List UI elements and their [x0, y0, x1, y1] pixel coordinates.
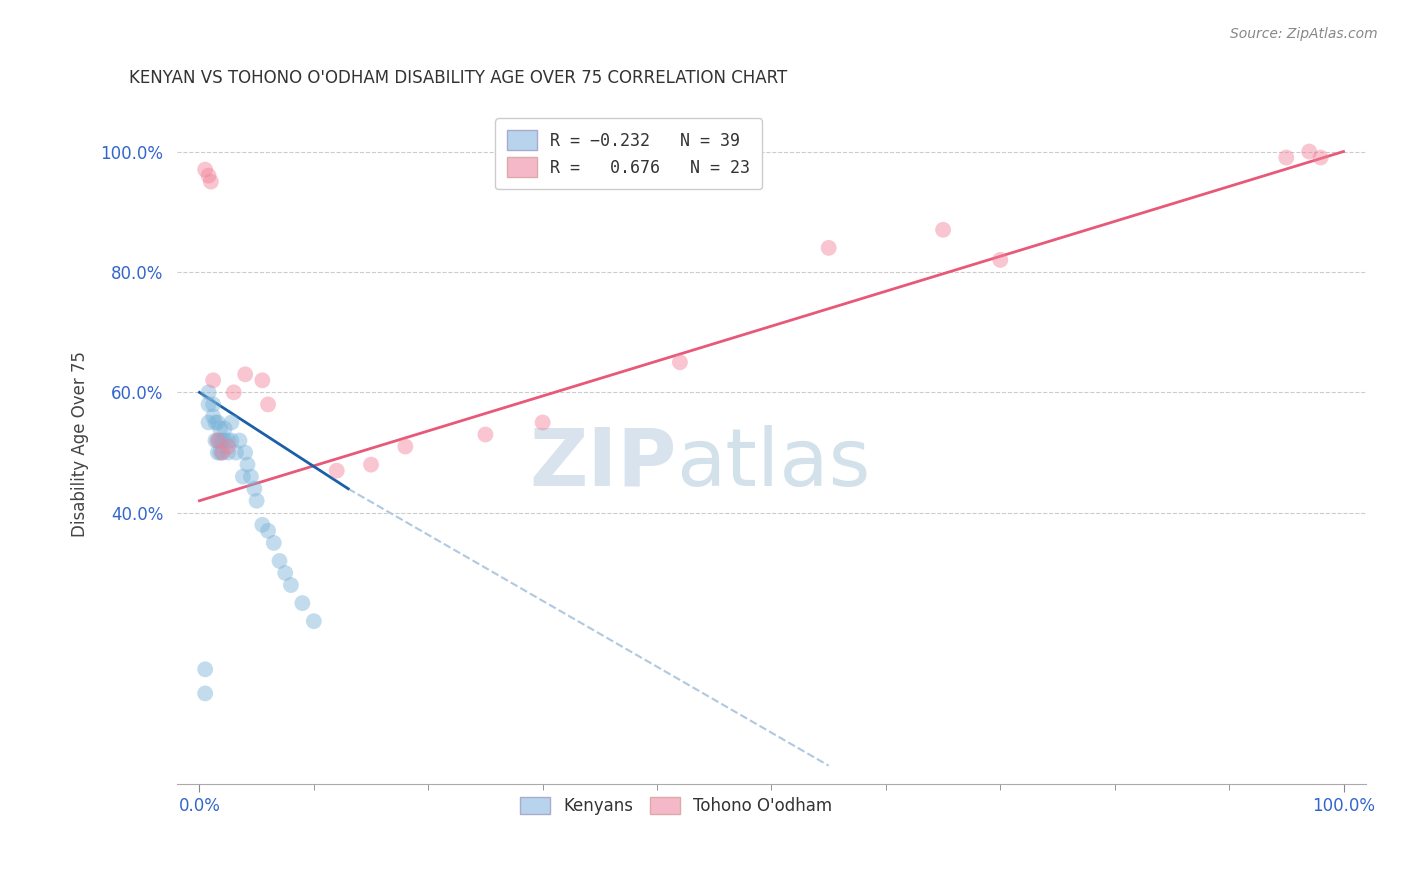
Point: [252, 517, 274, 532]
Point: [817, 241, 839, 255]
Point: [208, 445, 231, 459]
Point: [217, 445, 239, 459]
Point: [257, 397, 280, 411]
Point: [291, 596, 314, 610]
Point: [225, 445, 247, 459]
Point: [208, 434, 231, 448]
Point: [228, 434, 250, 448]
Point: [360, 458, 382, 472]
Point: [194, 162, 217, 177]
Point: [197, 169, 219, 183]
Point: [1275, 151, 1298, 165]
Point: [243, 482, 266, 496]
Point: [274, 566, 297, 580]
Point: [200, 175, 222, 189]
Point: [269, 554, 291, 568]
Text: KENYAN VS TOHONO O'ODHAM DISABILITY AGE OVER 75 CORRELATION CHART: KENYAN VS TOHONO O'ODHAM DISABILITY AGE …: [129, 69, 787, 87]
Point: [217, 434, 239, 448]
Point: [239, 469, 262, 483]
Point: [202, 409, 225, 424]
Point: [197, 385, 219, 400]
Point: [1298, 145, 1320, 159]
Point: [246, 493, 269, 508]
Point: [202, 397, 225, 411]
Point: [211, 445, 233, 459]
Point: [222, 385, 245, 400]
Point: [217, 440, 239, 454]
Point: [221, 416, 243, 430]
Point: [211, 445, 233, 459]
Text: ZIP: ZIP: [529, 425, 676, 503]
Legend: Kenyans, Tohono O'odham: Kenyans, Tohono O'odham: [512, 789, 841, 823]
Point: [669, 355, 692, 369]
Point: [197, 397, 219, 411]
Point: [252, 373, 274, 387]
Point: [204, 434, 226, 448]
Point: [214, 434, 236, 448]
Y-axis label: Disability Age Over 75: Disability Age Over 75: [72, 351, 89, 537]
Point: [207, 445, 229, 459]
Point: [207, 434, 229, 448]
Point: [221, 434, 243, 448]
Point: [204, 416, 226, 430]
Point: [236, 458, 259, 472]
Point: [214, 421, 236, 435]
Text: atlas: atlas: [676, 425, 870, 503]
Point: [233, 368, 256, 382]
Point: [394, 440, 416, 454]
Point: [207, 416, 229, 430]
Point: [197, 416, 219, 430]
Point: [932, 223, 955, 237]
Point: [207, 434, 229, 448]
Point: [1309, 151, 1331, 165]
Point: [302, 614, 325, 628]
Point: [208, 421, 231, 435]
Point: [257, 524, 280, 538]
Point: [280, 578, 302, 592]
Point: [531, 416, 554, 430]
Point: [232, 469, 254, 483]
Point: [194, 662, 217, 676]
Text: Source: ZipAtlas.com: Source: ZipAtlas.com: [1230, 27, 1378, 41]
Point: [194, 686, 217, 700]
Point: [988, 252, 1011, 267]
Point: [263, 536, 285, 550]
Point: [233, 445, 256, 459]
Point: [474, 427, 496, 442]
Point: [211, 434, 233, 448]
Point: [202, 373, 225, 387]
Point: [325, 464, 347, 478]
